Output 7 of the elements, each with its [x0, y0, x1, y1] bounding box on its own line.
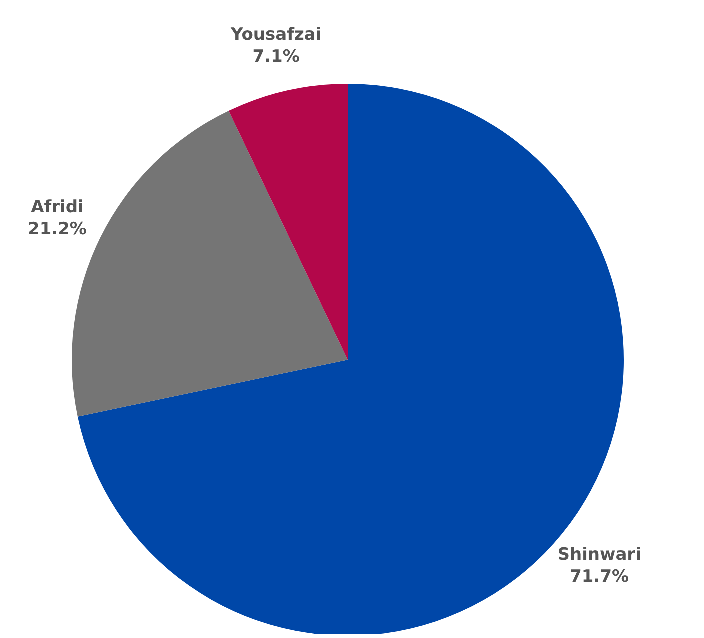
slice-label: Shinwari — [558, 545, 642, 566]
data-label: 21.2% — [28, 220, 87, 240]
data-label: 71.7% — [570, 567, 630, 588]
pie-slice — [228, 84, 348, 360]
slice-label: Afridi — [31, 198, 84, 218]
slice-label: Yousafzai — [230, 25, 322, 46]
data-label: 7.1% — [252, 47, 300, 68]
